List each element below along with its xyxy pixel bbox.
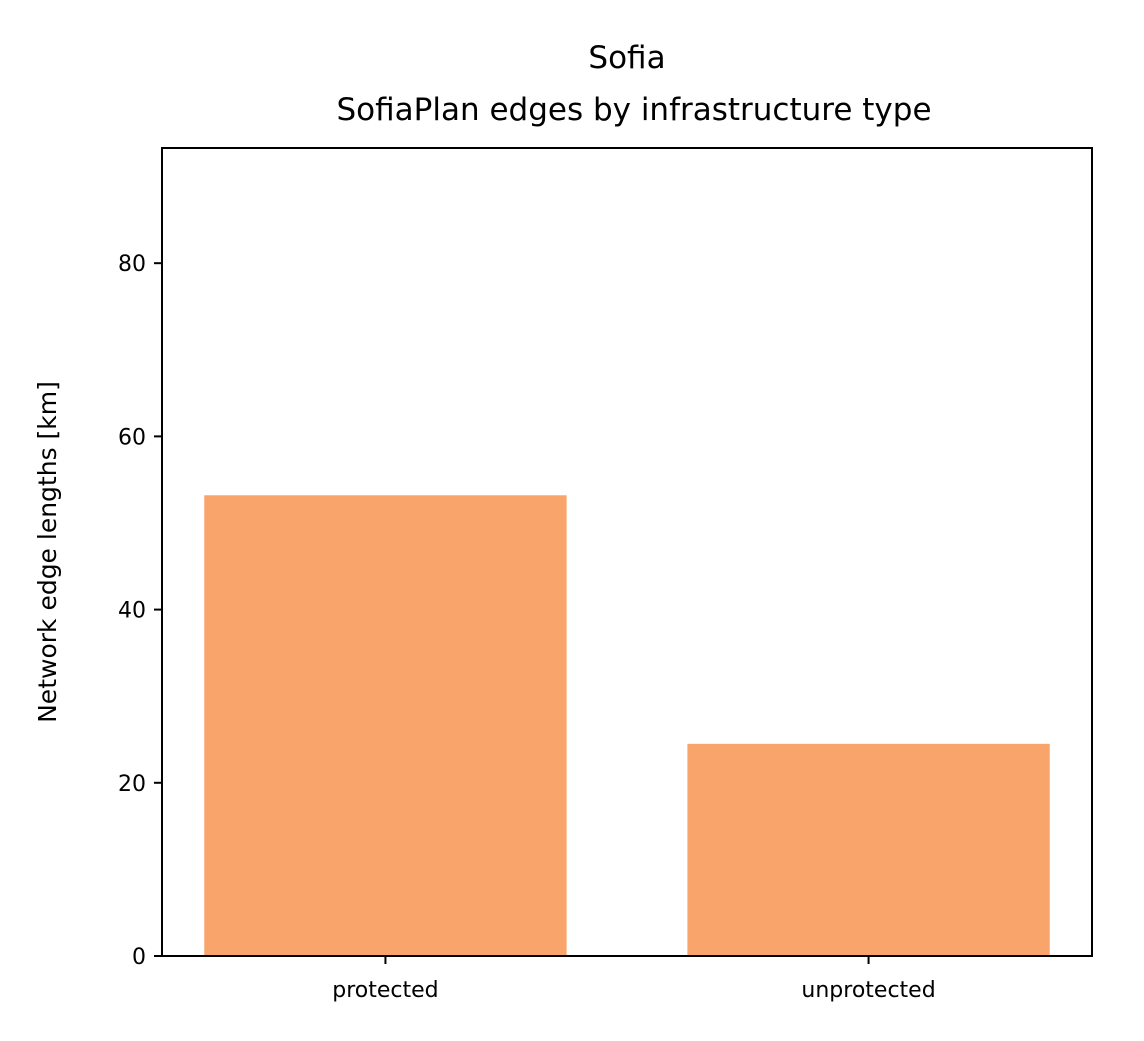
x-tick-label: protected [332,978,438,1003]
bar-unprotected [687,743,1050,956]
plot-frame [161,147,1093,957]
bar-protected [204,495,567,956]
y-tick-label: 40 [118,599,146,624]
chart-title: Sofia [588,40,665,76]
bars-layer [204,495,1050,956]
ticks-layer: protected unprotected 0 20 40 60 80 [118,252,936,1003]
y-axis-label: Network edge lengths [km] [33,381,62,723]
y-tick-label: 20 [118,772,146,797]
x-tick-label: unprotected [801,978,935,1003]
y-tick-label: 60 [118,425,146,450]
y-tick-label: 0 [132,945,146,970]
y-tick-label: 80 [118,252,146,277]
chart-subtitle: SofiaPlan edges by infrastructure type [336,92,931,128]
